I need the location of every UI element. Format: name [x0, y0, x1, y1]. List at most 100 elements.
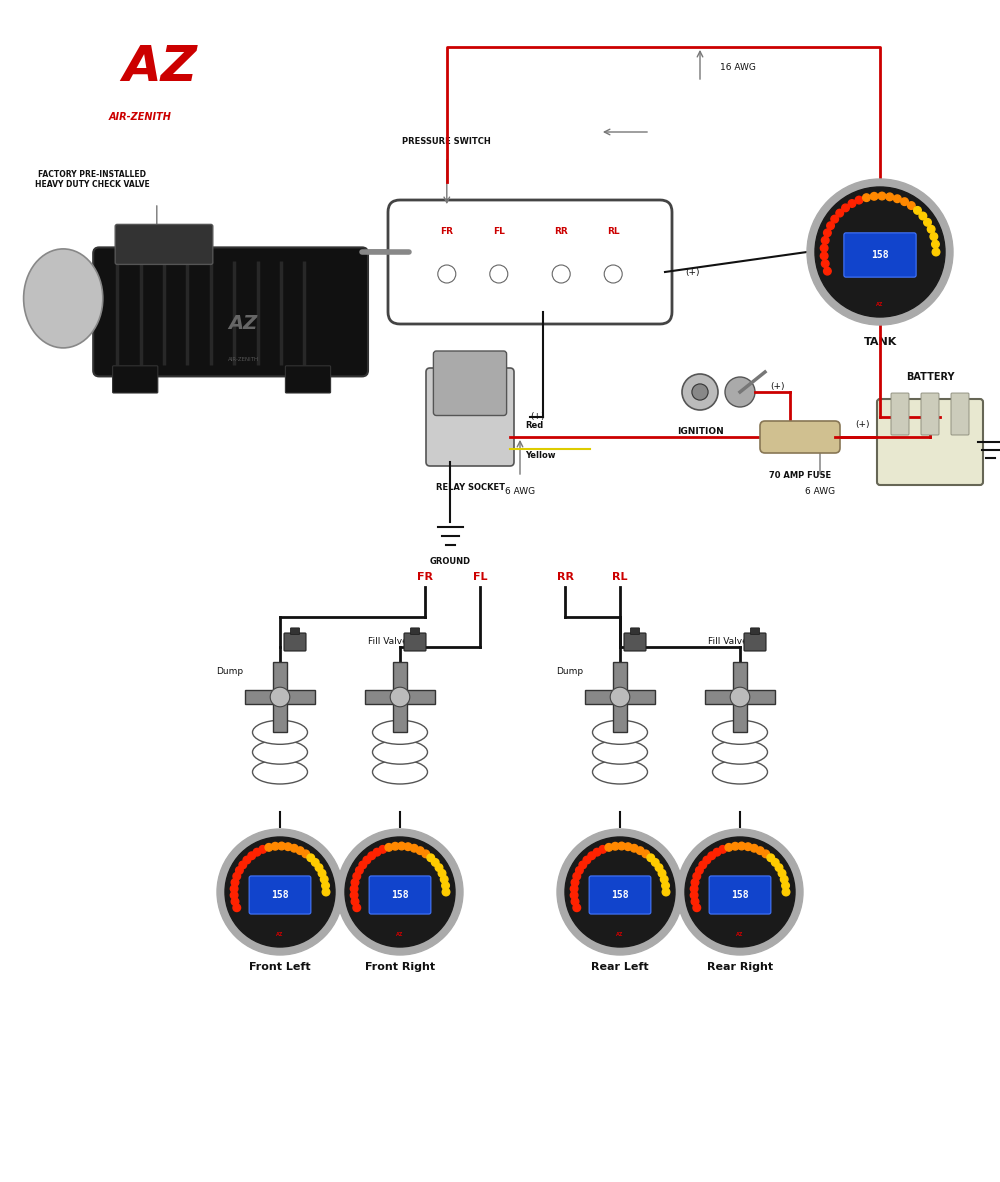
Text: FR: FR — [417, 572, 433, 582]
Text: PRESSURE SWITCH: PRESSURE SWITCH — [402, 137, 491, 147]
Circle shape — [771, 858, 779, 866]
Circle shape — [320, 876, 328, 883]
Circle shape — [356, 866, 363, 875]
Circle shape — [233, 872, 241, 881]
FancyBboxPatch shape — [404, 634, 426, 651]
Circle shape — [927, 226, 935, 233]
Text: 16 AWG: 16 AWG — [720, 63, 756, 71]
Text: FACTORY PRE-INSTALLED
HEAVY DUTY CHECK VALVE: FACTORY PRE-INSTALLED HEAVY DUTY CHECK V… — [35, 170, 149, 189]
Circle shape — [824, 267, 831, 275]
Circle shape — [322, 888, 330, 896]
Circle shape — [642, 850, 650, 858]
Circle shape — [353, 904, 361, 911]
Circle shape — [756, 846, 764, 855]
Circle shape — [780, 876, 788, 883]
Text: (+): (+) — [770, 383, 784, 391]
Circle shape — [690, 885, 698, 892]
Circle shape — [604, 265, 622, 282]
Circle shape — [767, 855, 775, 862]
Ellipse shape — [712, 740, 768, 764]
Circle shape — [703, 856, 711, 864]
Circle shape — [351, 878, 359, 886]
Circle shape — [576, 866, 583, 875]
Text: Rear Left: Rear Left — [591, 962, 649, 972]
Circle shape — [573, 872, 581, 881]
Ellipse shape — [252, 760, 308, 784]
Text: 158: 158 — [871, 251, 889, 260]
Circle shape — [296, 846, 304, 855]
FancyBboxPatch shape — [290, 628, 300, 635]
Circle shape — [270, 687, 290, 707]
Circle shape — [821, 260, 829, 267]
FancyBboxPatch shape — [273, 662, 287, 732]
Circle shape — [894, 195, 901, 202]
Circle shape — [878, 193, 886, 200]
Text: 158: 158 — [611, 890, 629, 900]
Text: AIR-ZENITH: AIR-ZENITH — [109, 112, 171, 122]
Circle shape — [435, 864, 443, 871]
Circle shape — [782, 888, 790, 896]
FancyBboxPatch shape — [631, 628, 640, 635]
Text: AZ: AZ — [396, 933, 404, 937]
Circle shape — [708, 852, 715, 859]
Circle shape — [855, 196, 863, 203]
Circle shape — [908, 202, 915, 209]
Circle shape — [610, 687, 630, 707]
Circle shape — [231, 878, 239, 886]
Circle shape — [583, 856, 591, 864]
Circle shape — [351, 898, 359, 905]
Circle shape — [230, 891, 238, 900]
Circle shape — [438, 870, 446, 877]
FancyBboxPatch shape — [705, 690, 775, 704]
Text: FL: FL — [493, 227, 505, 236]
Text: 6 AWG: 6 AWG — [805, 487, 835, 496]
Circle shape — [677, 829, 803, 955]
FancyBboxPatch shape — [284, 634, 306, 651]
Ellipse shape — [24, 249, 103, 348]
Circle shape — [385, 844, 393, 851]
Circle shape — [820, 245, 828, 252]
Ellipse shape — [592, 760, 648, 784]
FancyBboxPatch shape — [426, 368, 514, 466]
Circle shape — [593, 849, 601, 856]
Circle shape — [824, 229, 831, 236]
Circle shape — [353, 872, 361, 881]
Circle shape — [438, 265, 456, 282]
Circle shape — [359, 862, 367, 869]
Circle shape — [820, 252, 828, 260]
Ellipse shape — [372, 740, 428, 764]
Circle shape — [636, 846, 644, 855]
Text: 70 AMP FUSE: 70 AMP FUSE — [769, 470, 831, 480]
Circle shape — [422, 850, 430, 858]
Circle shape — [248, 852, 255, 859]
Text: RR: RR — [556, 572, 574, 582]
Circle shape — [886, 193, 894, 201]
Circle shape — [552, 265, 570, 282]
Text: RR: RR — [554, 227, 568, 236]
Text: AIR-ZENITH: AIR-ZENITH — [228, 357, 259, 362]
Circle shape — [390, 687, 410, 707]
Circle shape — [738, 843, 745, 850]
Circle shape — [719, 845, 727, 853]
Ellipse shape — [712, 760, 768, 784]
Circle shape — [725, 844, 733, 851]
Circle shape — [373, 849, 381, 856]
Circle shape — [807, 178, 953, 325]
FancyBboxPatch shape — [411, 628, 420, 635]
Circle shape — [565, 837, 675, 947]
FancyBboxPatch shape — [113, 365, 158, 392]
Circle shape — [398, 843, 405, 850]
Circle shape — [682, 374, 718, 410]
Text: AZ: AZ — [276, 933, 284, 937]
Circle shape — [815, 187, 945, 317]
Circle shape — [775, 864, 783, 871]
Circle shape — [284, 843, 292, 851]
Text: (+): (+) — [855, 421, 870, 429]
FancyBboxPatch shape — [891, 392, 909, 435]
Text: Red: Red — [525, 421, 543, 429]
Circle shape — [404, 843, 412, 851]
Circle shape — [431, 858, 439, 866]
Circle shape — [571, 898, 579, 905]
Circle shape — [630, 844, 638, 852]
FancyBboxPatch shape — [750, 628, 760, 635]
